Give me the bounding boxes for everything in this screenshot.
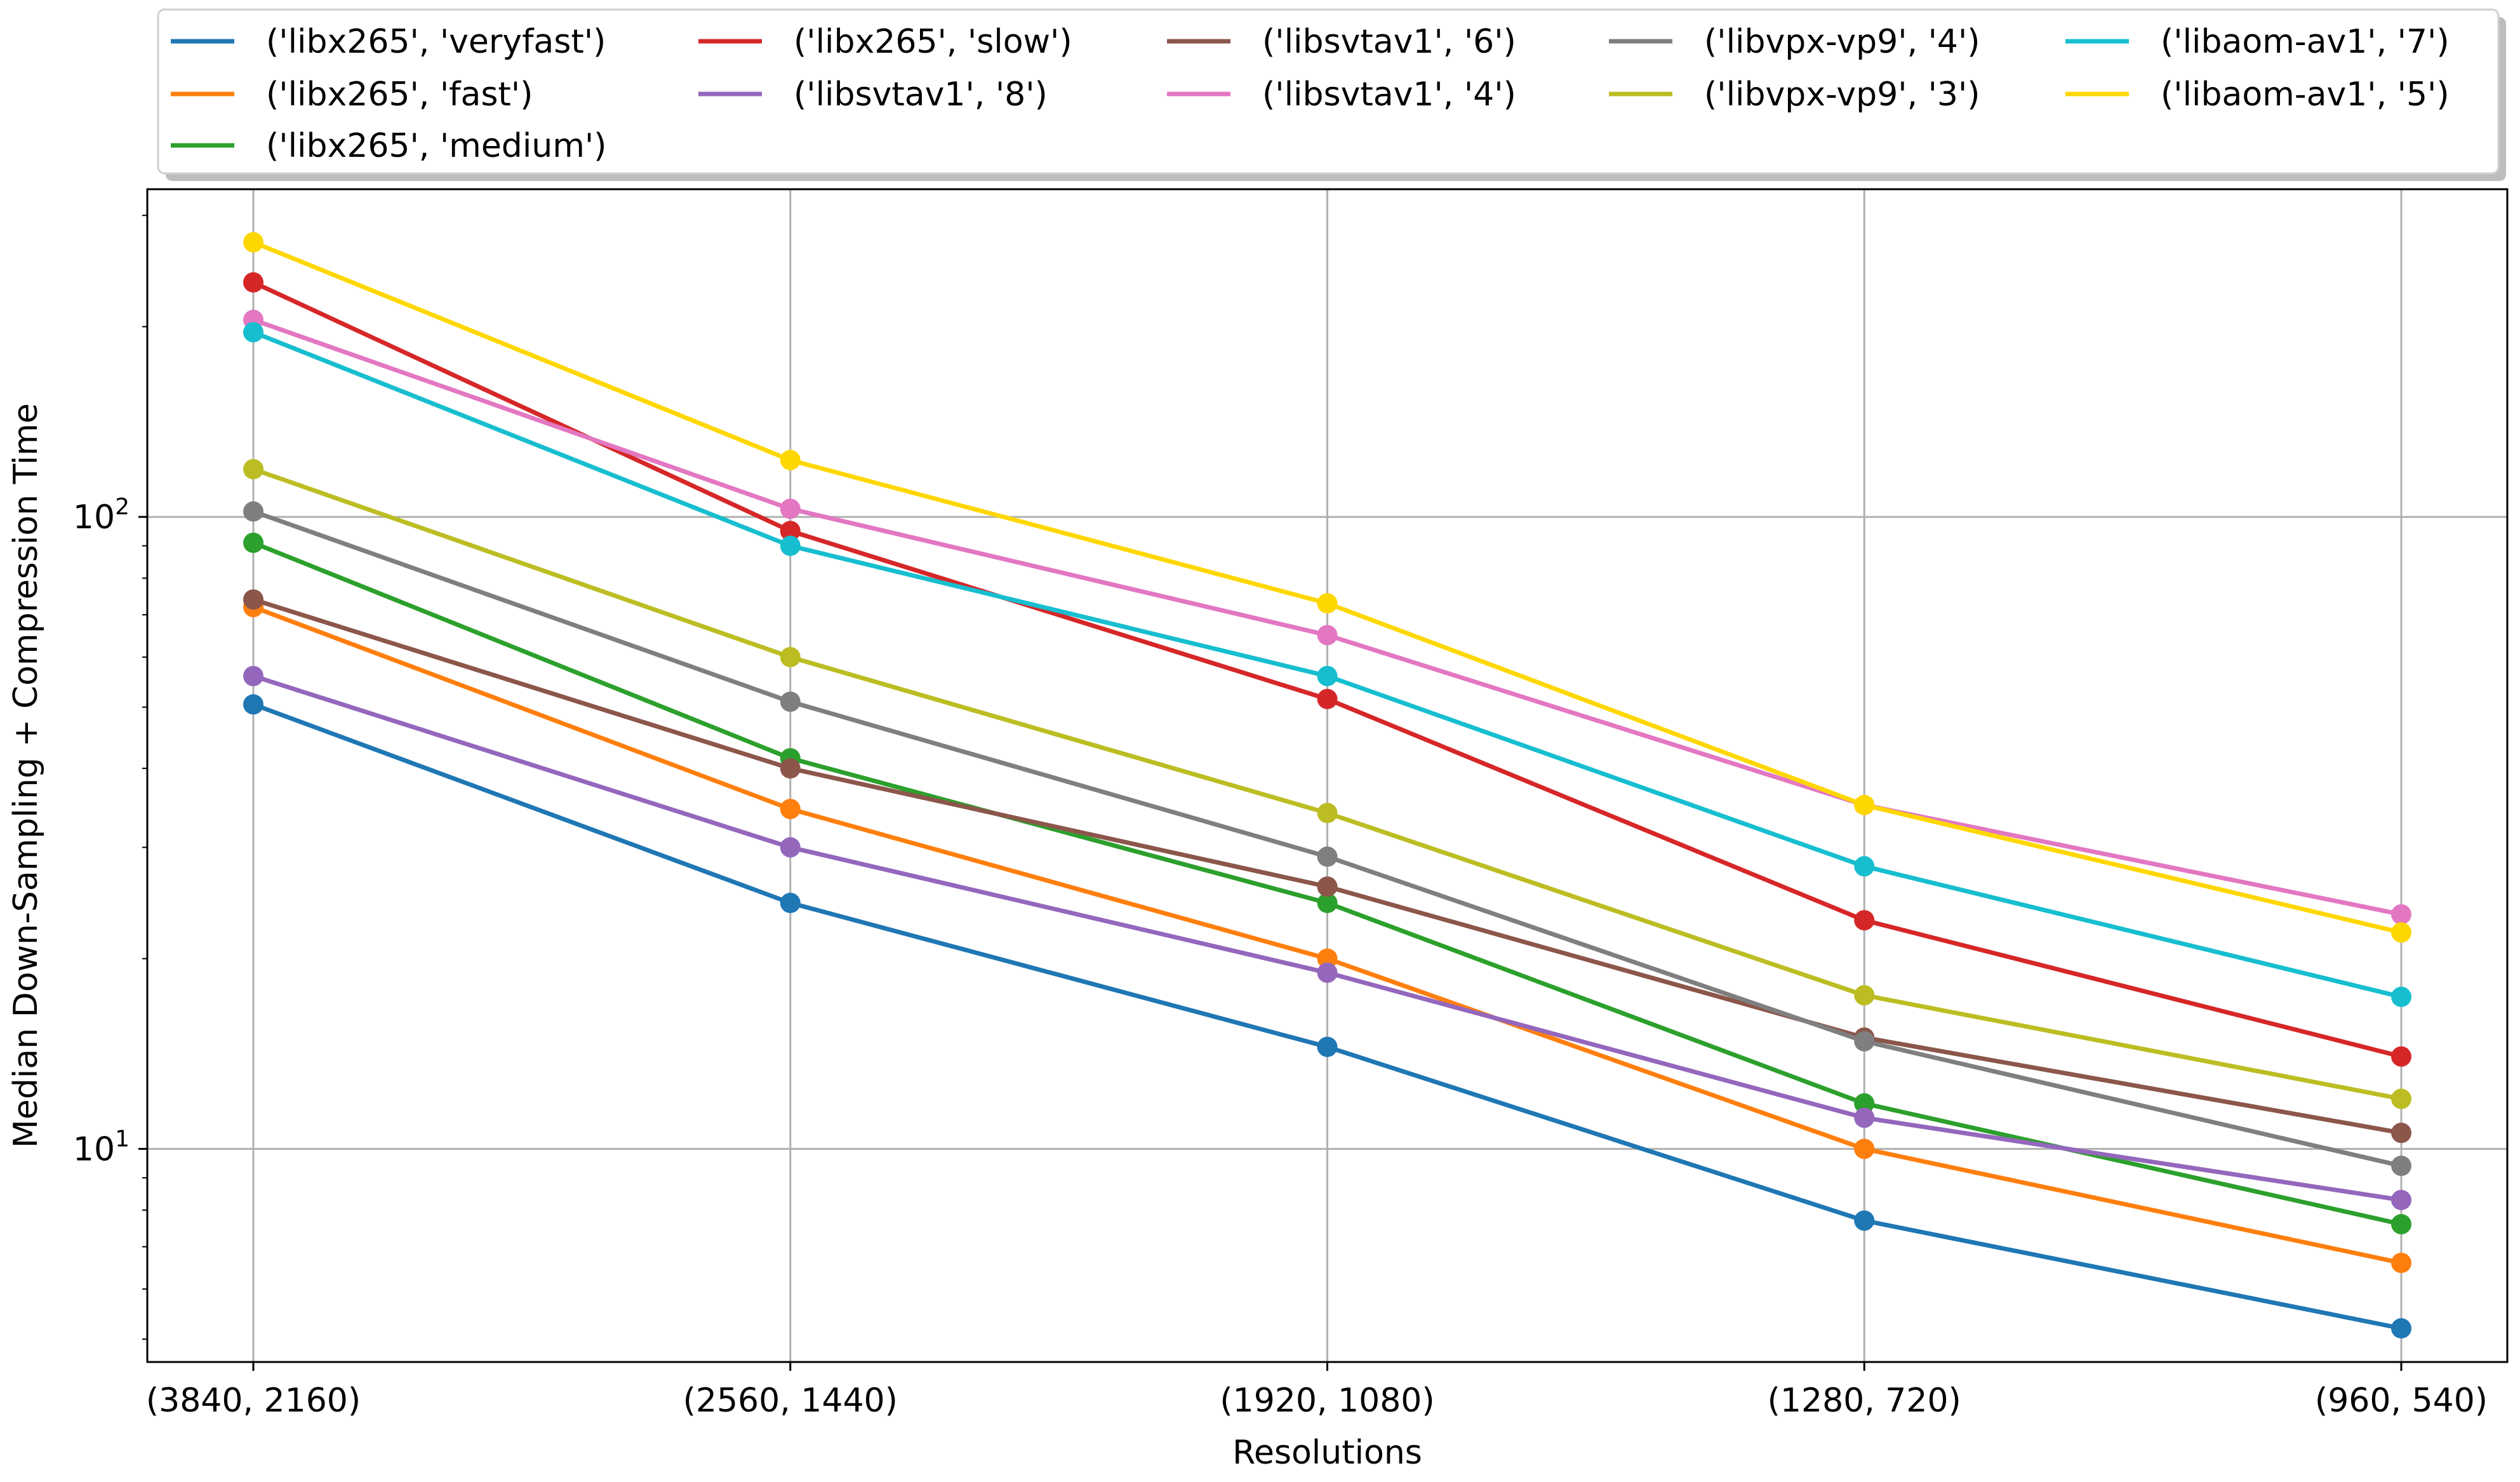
x-tick-label: (1920, 1080) [1220,1382,1434,1420]
y-tick-label: 102 [73,494,130,537]
legend-label: ('libx265', 'medium') [266,127,606,165]
data-point [780,893,801,914]
data-point [243,322,263,343]
series-7 [243,501,2411,1177]
data-point [780,758,801,779]
grid-lines [147,189,2507,1362]
y-tick-label: 101 [73,1126,130,1168]
data-point [243,665,263,686]
data-point [2391,1252,2411,1273]
data-point [2391,1189,2411,1210]
data-point [780,521,801,542]
data-point [1854,1107,1875,1128]
data-point [780,450,801,471]
data-point [780,498,801,519]
data-point [2391,1046,2411,1067]
data-point [1854,1138,1875,1159]
series-group [243,232,2411,1339]
data-point [1317,962,1338,983]
data-point [780,837,801,858]
data-point [780,535,801,556]
data-point [243,532,263,553]
legend-label: ('libsvtav1', '8') [794,76,1048,114]
data-point [243,232,263,253]
data-point [243,694,263,715]
data-point [1854,910,1875,931]
series-10 [243,232,2411,943]
legend-label: ('libx265', 'veryfast') [266,23,606,61]
data-point [2391,1213,2411,1234]
series-5 [243,589,2411,1144]
y-tick-base: 10 [73,1130,115,1168]
legend-box [157,8,2500,175]
legend-label: ('libx265', 'slow') [794,23,1072,61]
y-axis-label: Median Down-Sampling + Compression Time [7,403,45,1148]
data-point [1854,856,1875,877]
data-point [243,501,263,522]
data-point [1317,893,1338,914]
series-0 [243,694,2411,1339]
data-point [1317,876,1338,897]
data-point [1317,665,1338,686]
data-point [780,691,801,712]
x-axis-label: Resolutions [1232,1434,1422,1472]
data-point [1317,803,1338,824]
data-point [1317,846,1338,867]
x-tick-label: (2560, 1440) [683,1382,898,1420]
y-tick-exponent: 1 [115,1126,130,1152]
data-point [1317,593,1338,614]
legend-label: ('libsvtav1', '6') [1262,23,1516,61]
data-point [1317,625,1338,646]
series-9 [243,322,2411,1007]
series-4 [243,665,2411,1210]
data-point [1317,948,1338,969]
data-point [2391,986,2411,1007]
series-8 [243,458,2411,1109]
data-point [243,589,263,610]
x-axis-ticks: (3840, 2160) (2560, 1440) (1920, 1080) (128… [146,1362,2488,1420]
legend-label: ('libx265', 'fast') [266,76,533,114]
data-point [1854,1093,1875,1114]
y-tick-exponent: 2 [115,494,130,520]
data-point [1854,1031,1875,1051]
legend-label: ('libvpx-vp9', '4') [1704,23,1980,61]
data-point [243,458,263,479]
x-tick-label: (3840, 2160) [146,1382,361,1420]
data-point [780,646,801,667]
data-point [1317,1036,1338,1057]
legend-label: ('libvpx-vp9', '3') [1704,76,1980,114]
data-point [2391,904,2411,925]
legend-label: ('libaom-av1', '5') [2161,76,2450,114]
data-point [2391,1123,2411,1144]
legend-label: ('libsvtav1', '4') [1262,76,1516,114]
data-point [1854,794,1875,815]
legend: ('libx265', 'veryfast') ('libx265', 'fast… [157,8,2506,181]
data-point [2391,1318,2411,1339]
x-tick-label: (1280, 720) [1768,1382,1961,1420]
y-tick-base: 10 [73,498,115,537]
data-point [780,799,801,820]
legend-label: ('libaom-av1', '7') [2161,23,2450,61]
data-point [243,272,263,293]
data-point [2391,1088,2411,1109]
x-tick-label: (960, 540) [2315,1382,2488,1420]
data-point [1854,985,1875,1006]
data-point [2391,922,2411,943]
data-point [1854,1210,1875,1231]
data-point [2391,1156,2411,1177]
data-point [1317,688,1338,709]
